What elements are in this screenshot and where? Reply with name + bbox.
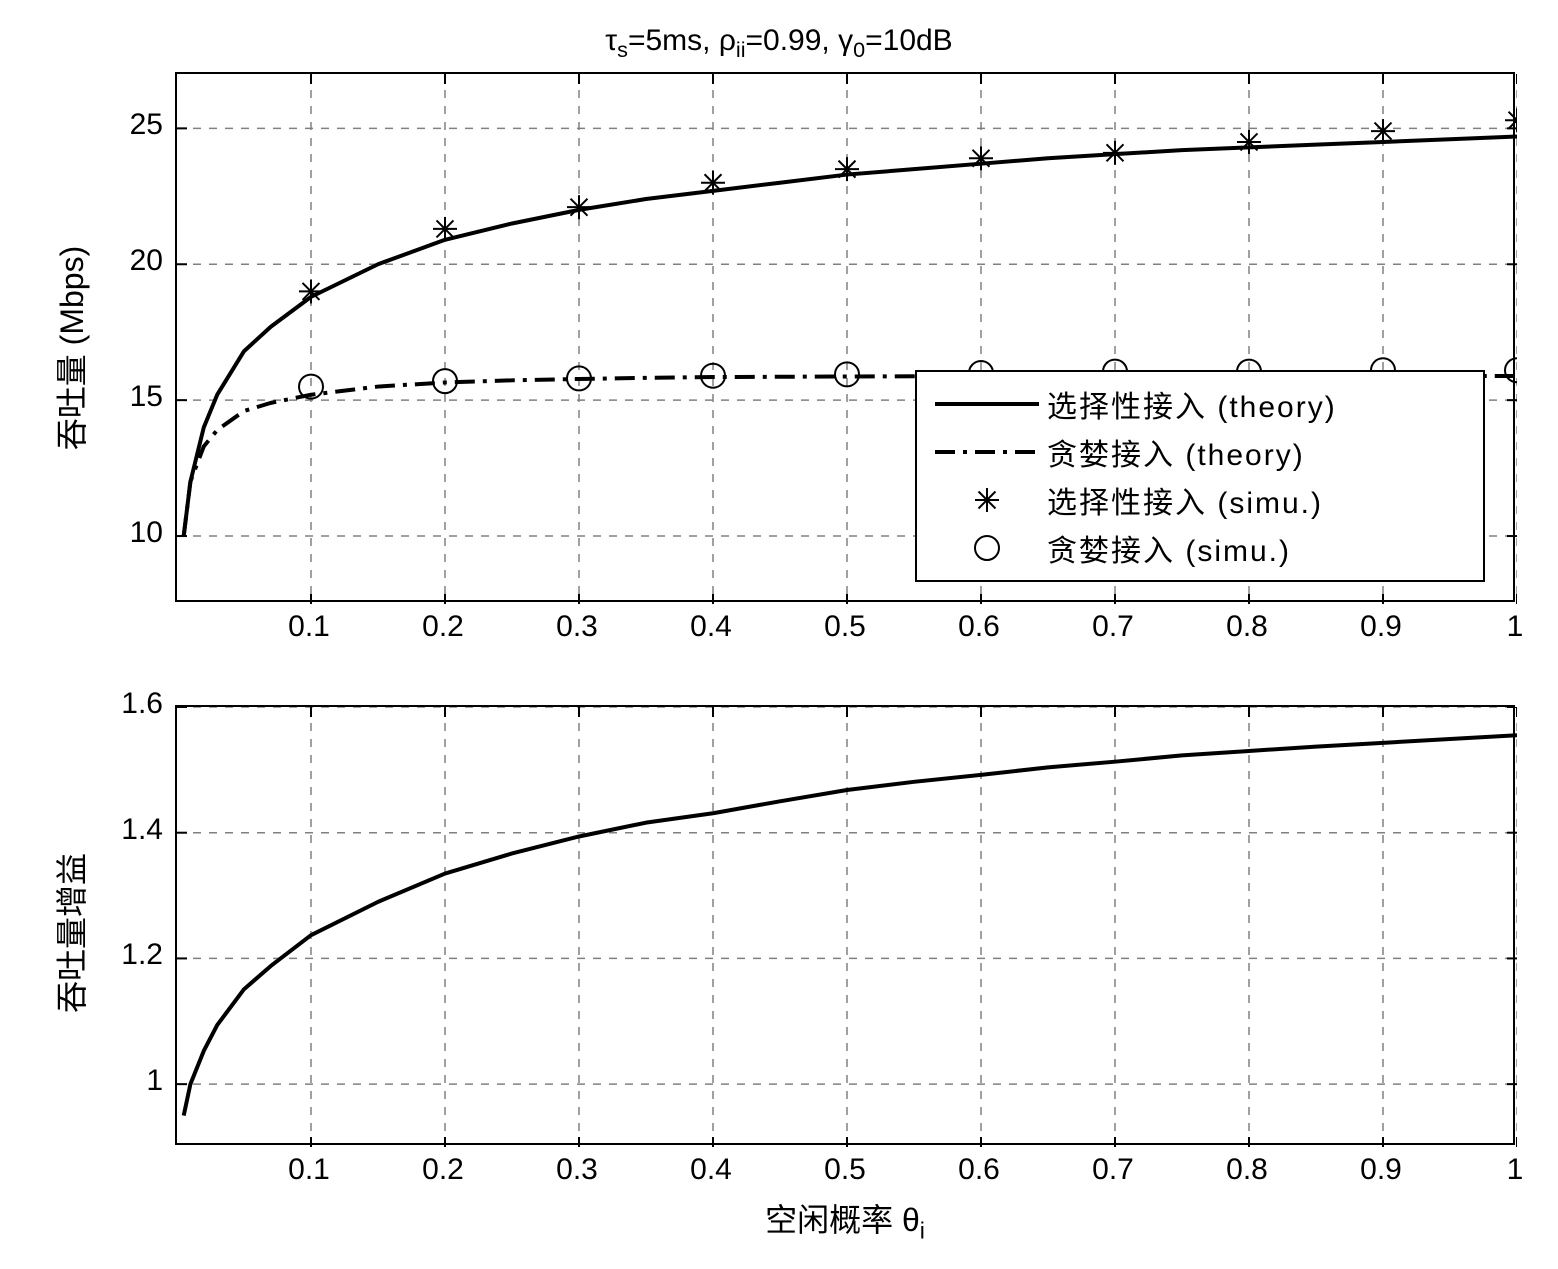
panel2-xtick-label: 0.7	[1083, 1153, 1143, 1187]
panel2-xtick-label: 0.6	[949, 1153, 1009, 1187]
panel2-xtick-label: 0.1	[279, 1153, 339, 1187]
title-tau-val: =5ms,	[628, 24, 719, 57]
panel2-ytick-label: 1.2	[121, 938, 163, 972]
title-rho-val: =0.99,	[746, 24, 839, 57]
panel1-ytick-label: 10	[130, 516, 163, 550]
legend-row: 贪婪接入 (simu.)	[927, 524, 1473, 572]
legend-row: 选择性接入 (simu.)	[927, 476, 1473, 524]
title-tau-sub: s	[617, 37, 628, 62]
title-rho-sub: ii	[736, 37, 746, 62]
panel1-xtick-label: 1	[1485, 610, 1545, 644]
panel1-xtick-label: 0.6	[949, 610, 1009, 644]
title-gamma-sub: 0	[853, 37, 865, 62]
title-gamma: γ	[838, 24, 853, 57]
panel2-xtick-label: 0.5	[815, 1153, 875, 1187]
xlabel-sub: i	[920, 1217, 925, 1243]
title-gamma-val: =10dB	[865, 24, 953, 57]
panel1-ytick-label: 20	[130, 244, 163, 278]
panel1-xtick-label: 0.2	[413, 610, 473, 644]
legend-label: 选择性接入 (simu.)	[1047, 478, 1323, 522]
panel2-ytick-label: 1.6	[121, 687, 163, 721]
figure: τs=5ms, ρii=0.99, γ0=10dB 选择性接入 (theory)…	[0, 0, 1558, 1269]
panel2-xtick-label: 0.2	[413, 1153, 473, 1187]
figure-title: τs=5ms, ρii=0.99, γ0=10dB	[0, 24, 1558, 63]
panel2-xtick-label: 0.3	[547, 1153, 607, 1187]
panel2-ytick-label: 1.4	[121, 813, 163, 847]
panel2-ylabel-text: 吞吐量增益	[54, 853, 90, 1013]
legend-symbol-asterisk	[927, 480, 1047, 520]
legend-symbol-dashdot	[927, 432, 1047, 472]
panel2-xtick-label: 0.4	[681, 1153, 741, 1187]
panel2-ytick-label: 1	[146, 1064, 163, 1098]
gain-chart	[175, 705, 1515, 1145]
legend-symbol-solid	[927, 384, 1047, 424]
panel2-xtick-label: 0.8	[1217, 1153, 1277, 1187]
panel1-xtick-label: 0.1	[279, 610, 339, 644]
panel1-xtick-label: 0.7	[1083, 610, 1143, 644]
legend-label: 贪婪接入 (theory)	[1047, 430, 1305, 474]
panel1-ytick-label: 25	[130, 108, 163, 142]
panel1-xtick-label: 0.5	[815, 610, 875, 644]
panel1-xtick-label: 0.9	[1351, 610, 1411, 644]
panel2-xtick-label: 0.9	[1351, 1153, 1411, 1187]
gain-chart-svg	[177, 707, 1517, 1147]
panel1-ylabel: 吞吐量 (Mbps)	[47, 198, 93, 498]
panel2-xtick-label: 1	[1485, 1153, 1545, 1187]
xlabel: 空闲概率 θi	[175, 1195, 1515, 1244]
panel1-ytick-label: 15	[130, 380, 163, 414]
legend-row: 贪婪接入 (theory)	[927, 428, 1473, 476]
panel1-xtick-label: 0.4	[681, 610, 741, 644]
panel2-ylabel: 吞吐量增益	[47, 808, 93, 1058]
panel1-ylabel-text: 吞吐量 (Mbps)	[54, 246, 90, 450]
panel1-xtick-label: 0.3	[547, 610, 607, 644]
chart-legend: 选择性接入 (theory)贪婪接入 (theory)选择性接入 (simu.)…	[915, 370, 1485, 582]
legend-label: 贪婪接入 (simu.)	[1047, 526, 1291, 570]
legend-symbol-circle	[927, 528, 1047, 568]
xlabel-theta: θ	[902, 1202, 920, 1238]
throughput-chart: 选择性接入 (theory)贪婪接入 (theory)选择性接入 (simu.)…	[175, 72, 1515, 602]
xlabel-pre: 空闲概率	[765, 1202, 902, 1238]
legend-row: 选择性接入 (theory)	[927, 380, 1473, 428]
title-tau: τ	[605, 24, 617, 57]
panel1-xtick-label: 0.8	[1217, 610, 1277, 644]
title-rho: ρ	[719, 24, 736, 57]
legend-label: 选择性接入 (theory)	[1047, 382, 1337, 426]
